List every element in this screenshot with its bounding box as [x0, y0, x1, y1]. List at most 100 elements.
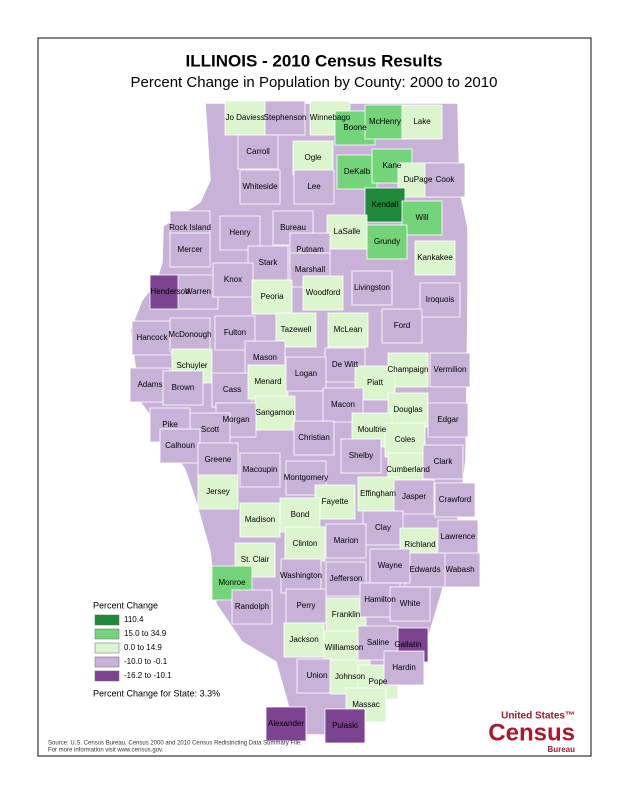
county-label: Adams: [138, 380, 163, 389]
county: [293, 169, 335, 205]
county: [340, 438, 382, 474]
county: [159, 428, 201, 464]
legend-label: 15.0 to 34.9: [124, 629, 167, 638]
county-label: Jackson: [289, 635, 318, 644]
county-label: Pope: [369, 677, 388, 686]
county: [285, 588, 327, 624]
county-label: Edwards: [409, 565, 440, 574]
county-label: Vermilion: [434, 365, 467, 374]
legend-title: Percent Change: [93, 600, 158, 610]
logo-line: Census: [488, 719, 575, 746]
county-label: Marion: [334, 536, 358, 545]
county-label: Lake: [413, 117, 431, 126]
county: [211, 372, 253, 408]
county: [283, 622, 325, 658]
county: [284, 526, 326, 562]
county: [197, 474, 239, 510]
county-label: Morgan: [222, 415, 249, 424]
county: [327, 312, 369, 348]
county-label: Knox: [224, 275, 242, 284]
county-label: Perry: [296, 601, 315, 610]
county-label: Clay: [375, 523, 391, 532]
county: [285, 356, 327, 392]
county-label: Clark: [434, 457, 454, 466]
legend-label: -10.0 to -0.1: [124, 657, 168, 666]
county-label: McHenry: [369, 117, 401, 126]
county-label: De Witt: [332, 360, 359, 369]
county: [437, 519, 479, 555]
county: [393, 479, 435, 515]
county-label: Piatt: [367, 378, 384, 387]
county-label: Macoupin: [243, 465, 278, 474]
county: [362, 510, 404, 546]
county-label: Crawford: [439, 495, 471, 504]
county: [357, 476, 399, 512]
county-label: Warren: [185, 287, 211, 296]
county-label: Stephenson: [264, 113, 307, 122]
county: [325, 561, 367, 597]
county-label: Williamson: [325, 643, 364, 652]
county-label: Hamilton: [364, 595, 396, 604]
county-label: Hancock: [136, 333, 168, 342]
county-label: Mercer: [178, 245, 203, 254]
county: [231, 589, 273, 625]
subtitle: Percent Change in Population by County: …: [131, 74, 498, 91]
county-label: Johnson: [335, 672, 365, 681]
county: [364, 104, 406, 140]
county: [381, 308, 423, 344]
county-label: Logan: [295, 369, 317, 378]
county: [351, 270, 393, 306]
county: [401, 104, 443, 140]
county: [177, 274, 219, 310]
county-label: Mason: [253, 353, 277, 362]
county: [251, 279, 293, 315]
county: [254, 395, 296, 431]
county-label: Henry: [229, 228, 250, 237]
legend-swatch: [94, 628, 120, 640]
county: [366, 224, 408, 260]
county-label: Cass: [223, 385, 241, 394]
county: [237, 134, 279, 170]
county: [265, 706, 307, 742]
legend: 110.4 15.0 to 34.9 0.0 to 14.9 -10.0 to -0.…: [94, 614, 172, 682]
county-label: Pulaski: [332, 721, 358, 730]
county: [239, 452, 281, 488]
county-label: Brown: [172, 383, 195, 392]
county-label: Moultrie: [358, 425, 387, 434]
county-label: LaSalle: [334, 227, 361, 236]
county-label: DeKalb: [344, 167, 371, 176]
title: ILLINOIS - 2010 Census Results: [186, 51, 443, 70]
county-label: Ford: [394, 321, 410, 330]
county-label: Marshall: [295, 265, 325, 274]
county-label: Fulton: [224, 328, 246, 337]
county-label: St. Clair: [241, 555, 270, 564]
county-label: Douglas: [393, 405, 422, 414]
county-label: Putnam: [296, 245, 324, 254]
county: [302, 275, 344, 311]
county-label: Coles: [395, 435, 415, 444]
county-label: Boone: [343, 123, 367, 132]
county-label: DuPage: [404, 175, 433, 184]
county: [293, 420, 335, 456]
county-label: Montgomery: [284, 473, 328, 482]
legend-label: 110.4: [124, 615, 144, 624]
county-label: Effingham: [360, 489, 396, 498]
county-label: Hardin: [392, 663, 416, 672]
county-label: Schuyler: [176, 361, 207, 370]
state-note: Percent Change for State: 3.3%: [93, 688, 220, 698]
county: [326, 214, 368, 250]
county: [325, 523, 367, 559]
county-label: Calhoun: [165, 441, 195, 450]
county-label: Kendall: [372, 200, 399, 209]
legend-label: -16.2 to -10.1: [124, 671, 172, 680]
county-label: Union: [307, 671, 328, 680]
county-label: Washington: [280, 571, 322, 580]
legend-label: 0.0 to 14.9: [124, 643, 162, 652]
county-label: Clinton: [293, 539, 318, 548]
county-label: Madison: [245, 515, 275, 524]
logo-line: Bureau: [547, 745, 575, 754]
county-label: Woodford: [306, 288, 341, 297]
county: [414, 240, 456, 276]
county-label: Jasper: [402, 492, 426, 501]
